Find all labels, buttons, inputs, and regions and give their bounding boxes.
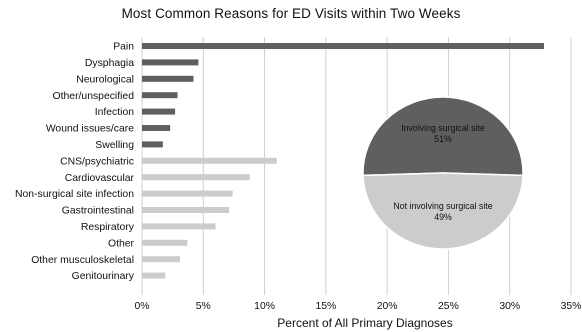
category-label: CNS/psychiatric <box>60 156 134 167</box>
category-label: Respiratory <box>81 222 135 233</box>
x-tick-labels: 0% 5% 10% 15% 20% 25% 30% 35% <box>134 301 581 312</box>
bar-wound-issues-care <box>142 125 171 131</box>
category-label: Pain <box>113 42 134 53</box>
bar-neurological <box>142 75 194 82</box>
bar-other-unspecified <box>142 92 178 99</box>
category-label: Neurological <box>76 74 134 85</box>
category-label: Gastrointestinal <box>62 206 134 217</box>
x-axis-label: Percent of All Primary Diagnoses <box>277 316 453 330</box>
category-label: Cardiovascular <box>65 173 135 184</box>
x-tick-label: 15% <box>315 301 336 312</box>
pie-slice-value: 51% <box>434 134 452 144</box>
pie-slice-involving <box>362 96 524 177</box>
pie-slice-label: Involving surgical site <box>401 123 485 133</box>
x-tick-label: 35% <box>561 301 582 312</box>
category-label: Other/unspecified <box>53 91 135 102</box>
pie-slice-not-involving <box>362 172 524 250</box>
category-label: Other <box>108 238 135 249</box>
bar-swelling <box>142 141 163 148</box>
bar-pain <box>142 43 545 49</box>
bar-non-surgical-site-infection <box>142 190 233 197</box>
bar-gastrointestinal <box>142 207 230 213</box>
bar-dysphagia <box>142 59 199 66</box>
category-label: Other musculoskeletal <box>31 255 134 266</box>
category-label: Swelling <box>95 140 134 151</box>
bar-other-musculoskeletal <box>142 256 180 263</box>
x-tick-label: 5% <box>196 301 211 312</box>
x-tick-label: 20% <box>377 301 398 312</box>
bar-respiratory <box>142 223 216 230</box>
bar-cns-psychiatric <box>142 157 277 164</box>
bar-infection <box>142 108 176 115</box>
pie-slice-value: 49% <box>434 212 452 222</box>
category-label: Genitourinary <box>72 271 135 282</box>
bar-cardiovascular <box>142 174 250 181</box>
x-tick-label: 25% <box>438 301 459 312</box>
category-label: Wound issues/care <box>46 124 134 135</box>
category-label: Non-surgical site infection <box>15 189 134 200</box>
bar-other <box>142 239 188 246</box>
chart-title: Most Common Reasons for ED Visits within… <box>121 6 461 21</box>
bars <box>142 43 545 279</box>
pie-slice-label: Not involving surgical site <box>393 201 492 211</box>
category-label: Infection <box>95 107 135 118</box>
x-tick-label: 30% <box>499 301 520 312</box>
bar-genitourinary <box>142 272 166 279</box>
category-labels: Pain Dysphagia Neurological Other/unspecifi… <box>15 42 135 283</box>
x-tick-label: 10% <box>254 301 275 312</box>
x-tick-label: 0% <box>134 301 149 312</box>
category-label: Dysphagia <box>85 58 134 69</box>
